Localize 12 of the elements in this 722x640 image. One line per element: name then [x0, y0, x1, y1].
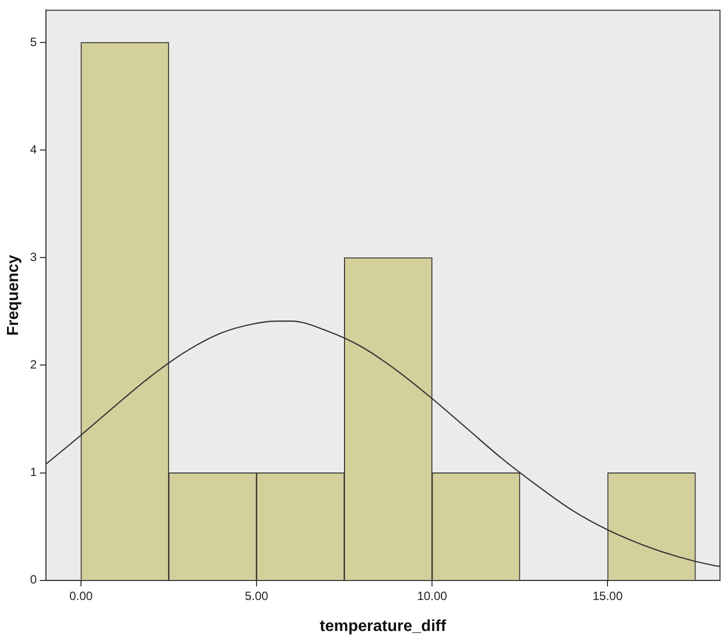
x-tick-label: 15.00 — [592, 588, 623, 603]
y-tick-label: 5 — [30, 34, 38, 49]
y-tick-label: 2 — [30, 358, 38, 372]
x-tick-label: 0.00 — [69, 588, 93, 603]
y-tick-label: 3 — [30, 250, 38, 264]
x-axis-title: temperature_diff — [320, 618, 447, 635]
x-tick-label: 5.00 — [244, 588, 269, 603]
y-tick-label: 0 — [30, 572, 38, 587]
y-tick-label: 4 — [30, 142, 38, 156]
x-tick-label: 10.00 — [417, 588, 448, 603]
y-axis-title: Frequency — [5, 254, 22, 336]
y-tick-label: 1 — [30, 465, 38, 480]
